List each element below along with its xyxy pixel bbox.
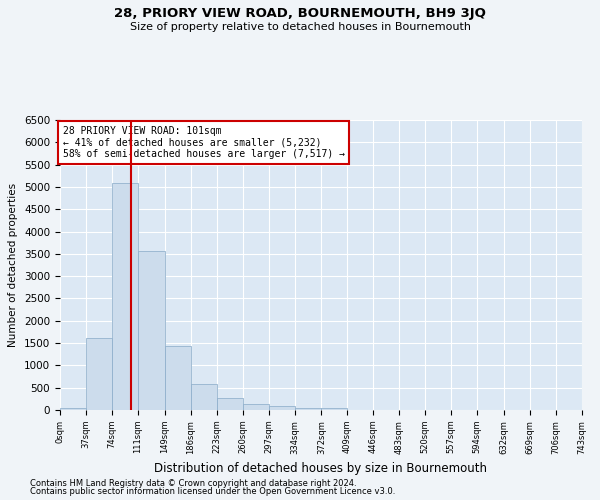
Text: Contains public sector information licensed under the Open Government Licence v3: Contains public sector information licen… <box>30 487 395 496</box>
Bar <box>217 398 242 410</box>
Bar <box>60 408 86 410</box>
Bar <box>295 408 322 410</box>
Text: Size of property relative to detached houses in Bournemouth: Size of property relative to detached ho… <box>130 22 470 32</box>
Text: Contains HM Land Registry data © Crown copyright and database right 2024.: Contains HM Land Registry data © Crown c… <box>30 478 356 488</box>
X-axis label: Distribution of detached houses by size in Bournemouth: Distribution of detached houses by size … <box>155 462 487 475</box>
Bar <box>164 346 191 410</box>
Text: 28 PRIORY VIEW ROAD: 101sqm
← 41% of detached houses are smaller (5,232)
58% of : 28 PRIORY VIEW ROAD: 101sqm ← 41% of det… <box>62 126 344 159</box>
Bar <box>138 251 164 410</box>
Y-axis label: Number of detached properties: Number of detached properties <box>8 183 19 347</box>
Bar <box>269 406 295 410</box>
Text: 28, PRIORY VIEW ROAD, BOURNEMOUTH, BH9 3JQ: 28, PRIORY VIEW ROAD, BOURNEMOUTH, BH9 3… <box>114 8 486 20</box>
Bar <box>242 404 269 410</box>
Bar <box>322 408 347 410</box>
Bar <box>86 338 112 410</box>
Bar <box>191 384 217 410</box>
Bar <box>112 184 138 410</box>
